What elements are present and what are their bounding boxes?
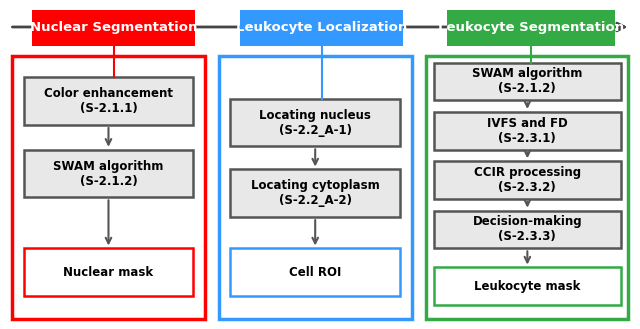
Text: SWAM algorithm
(S-2.1.2): SWAM algorithm (S-2.1.2) [472,67,582,95]
Text: Leukocyte mask: Leukocyte mask [474,280,580,293]
Bar [230,169,400,217]
Bar [24,248,193,296]
Text: Leukocyte Segmentation: Leukocyte Segmentation [438,21,624,35]
Text: Nuclear Segmentation: Nuclear Segmentation [30,21,197,35]
Bar [434,112,621,150]
Text: Color enhancement
(S-2.1.1): Color enhancement (S-2.1.1) [44,87,173,115]
Text: Cell ROI: Cell ROI [289,266,341,279]
Text: Leukocyte Localization: Leukocyte Localization [236,21,407,35]
Bar [230,248,400,296]
Text: SWAM algorithm
(S-2.1.2): SWAM algorithm (S-2.1.2) [53,160,164,188]
Bar [240,10,403,46]
Bar [219,56,412,319]
Bar [434,161,621,199]
Text: Nuclear mask: Nuclear mask [63,266,154,279]
Bar [24,150,193,197]
Bar [230,99,400,146]
Text: IVFS and FD
(S-2.3.1): IVFS and FD (S-2.3.1) [487,117,568,145]
Bar [32,10,195,46]
Bar [434,63,621,100]
Bar [434,267,621,305]
Bar [12,56,205,319]
Bar [447,10,615,46]
Text: Locating cytoplasm
(S-2.2_A-2): Locating cytoplasm (S-2.2_A-2) [251,179,380,207]
Text: Decision-making
(S-2.3.3): Decision-making (S-2.3.3) [472,215,582,243]
Bar [434,211,621,248]
Bar [426,56,628,319]
Bar [24,77,193,125]
Text: Locating nucleus
(S-2.2_A-1): Locating nucleus (S-2.2_A-1) [259,109,371,137]
Text: CCIR processing
(S-2.3.2): CCIR processing (S-2.3.2) [474,166,581,194]
